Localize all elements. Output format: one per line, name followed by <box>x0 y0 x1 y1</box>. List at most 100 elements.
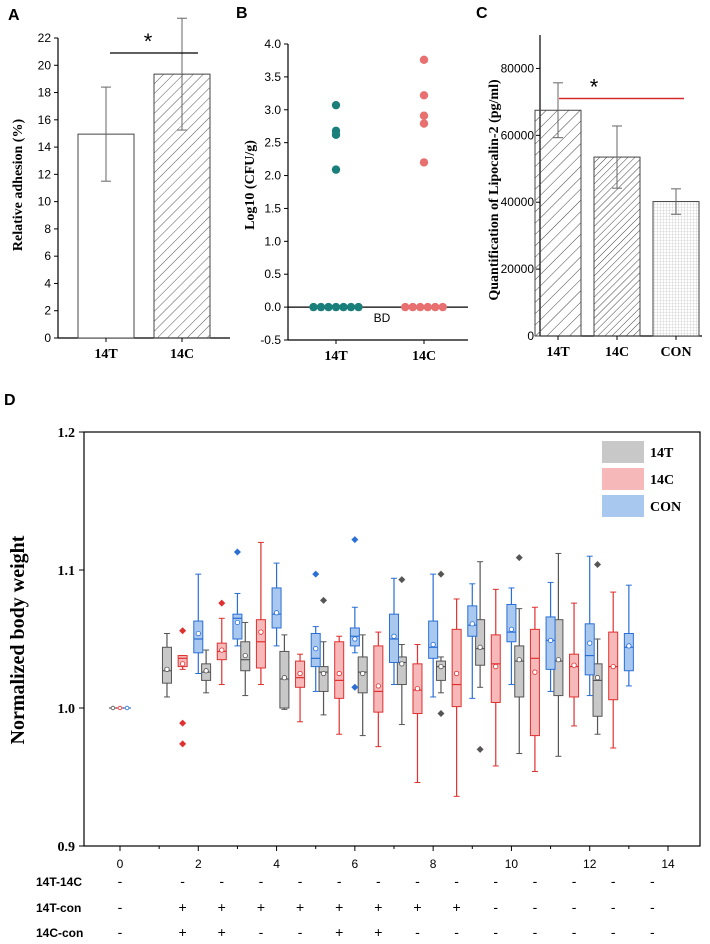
panel-b-point-bd <box>339 302 348 312</box>
panel-d-mean <box>454 670 460 677</box>
panel-b-chart: Log10 (CFU/g) BD -0.5 0.0 0.5 1.0 1.5 2.0 2.5 3… <box>243 37 468 364</box>
panel-d-table-cell: - <box>572 873 577 889</box>
panel-c-xtick-label: 14C <box>605 345 629 360</box>
panel-d-xtick-label: 14 <box>661 857 675 871</box>
panel-d-xtick-label: 0 <box>117 857 124 871</box>
panel-b-point-bd <box>423 302 432 312</box>
panel-d-legend-label: 14T <box>650 446 674 461</box>
panel-d-table-cell: - <box>454 924 459 940</box>
panel-d-mean <box>281 675 287 681</box>
panel-a-ytick-label: 20 <box>38 58 52 72</box>
panel-b-point <box>419 55 429 64</box>
panel-b-point-bd <box>331 302 341 312</box>
panel-d-mean <box>508 626 515 632</box>
panel-d-xtick-label: 4 <box>273 857 280 871</box>
panel-d-table-cell: - <box>493 873 498 889</box>
panel-d-ylabel: Normalized body weight <box>7 535 29 744</box>
panel-d-mean <box>273 610 280 616</box>
panel-b-point-bd <box>438 302 447 312</box>
panel-d-box <box>318 666 329 692</box>
panel-c-ytick-label: 20000 <box>501 262 535 276</box>
panel-b-point-bd <box>416 302 425 312</box>
panel-d-mean <box>164 666 170 672</box>
panel-d-xtick-label: 2 <box>195 857 202 871</box>
panel-d-outlier <box>312 570 320 578</box>
panel-b-point <box>419 91 429 100</box>
panel-a-ytick-label: 0 <box>44 331 51 345</box>
panel-d-table-cell: - <box>493 924 498 940</box>
panel-b-point-bd <box>431 302 440 312</box>
panel-d-mean <box>375 683 381 689</box>
panel-d-mean <box>438 663 444 670</box>
panel-b-point <box>331 100 341 110</box>
panel-d-chart: Normalized body weight 0.9 1.0 1.1 1.2 0 2 4 6 8… <box>7 426 701 940</box>
panel-d-mean <box>516 657 522 663</box>
panel-b-ytick-label: 1.0 <box>264 234 281 248</box>
panel-d-table-cell: + <box>374 899 382 915</box>
panel-d-table-rowlabel: 14C-con <box>36 926 83 940</box>
panel-d-table-cell: - <box>533 924 538 940</box>
panel-d-mean <box>391 633 397 639</box>
panel-d-box <box>161 646 172 684</box>
panel-d-outlier <box>218 599 226 607</box>
panel-c-ytick-label: 60000 <box>501 128 535 142</box>
panel-c-bar <box>652 201 700 337</box>
panel-d-mean <box>360 670 366 677</box>
panel-d-box <box>255 619 266 669</box>
panel-b-ytick-label: 1.5 <box>264 201 281 215</box>
panel-b-ytick-label: 4.0 <box>264 37 281 51</box>
panel-d-table-cell: - <box>259 873 264 889</box>
panel-d-box <box>373 645 384 713</box>
panel-b-point <box>419 111 429 120</box>
panel-d-mean <box>626 643 632 649</box>
panel-d-ytick-label: 1.2 <box>58 426 76 441</box>
panel-a-ytick-label: 22 <box>38 31 52 45</box>
panel-d-mean <box>313 646 319 652</box>
panel-b-point-bd <box>401 302 410 312</box>
panel-d-table-cell: - <box>611 899 616 915</box>
panel-c-ytick-label: 80000 <box>501 61 535 75</box>
panel-d-mean <box>469 621 475 627</box>
panel-d-xtick-label: 8 <box>430 857 437 871</box>
panel-d-box <box>584 623 595 676</box>
panel-b-point-bd <box>346 302 356 312</box>
panel-d-table-cell: - <box>493 899 498 915</box>
panel-c-bar <box>534 109 582 337</box>
panel-d-table-cell: - <box>259 924 264 940</box>
panel-d-mean <box>493 663 499 670</box>
panel-d-xtick-label: 10 <box>505 857 519 871</box>
panel-d-table-cell: - <box>118 924 123 940</box>
panel-d-legend-label: 14C <box>650 473 674 488</box>
panel-d-mean <box>297 670 303 677</box>
panel-d-table-cell: - <box>611 924 616 940</box>
panel-c-ytick-label: 40000 <box>501 195 535 209</box>
panel-c-bar <box>593 156 641 337</box>
panel-a-ytick-label: 12 <box>38 167 52 181</box>
panel-d-legend-swatch <box>602 495 644 517</box>
panel-c-xtick-label: 14T <box>546 345 570 360</box>
panel-d-table-cell: + <box>218 924 226 940</box>
panel-d-mean <box>320 670 327 677</box>
panel-d-table-cell: + <box>179 899 187 915</box>
panel-d-table-cell: - <box>572 924 577 940</box>
panel-d-box <box>177 655 188 668</box>
panel-letter-a: A <box>8 7 20 24</box>
panel-b-ytick-label: -0.5 <box>260 333 281 347</box>
panel-a-chart: Relative adhesion (%) 0 2 4 6 8 10 12 14 16 18 20 2… <box>11 17 230 362</box>
panel-d-ytick-label: 1.0 <box>58 702 76 717</box>
panel-b-point <box>419 158 429 167</box>
panel-a-ytick-label: 6 <box>44 249 51 263</box>
panel-d-box <box>396 656 407 686</box>
panel-d-mean <box>571 662 577 668</box>
panel-d-box <box>232 613 243 640</box>
panel-d-outlier <box>594 560 602 568</box>
panel-b-ylabel: Log10 (CFU/g) <box>243 140 258 230</box>
panel-d-mean <box>124 705 130 711</box>
panel-d-box <box>475 619 486 666</box>
panel-d-table-cell: - <box>180 873 185 889</box>
panel-d-outlier <box>437 570 445 578</box>
panel-d-table-cell: - <box>650 899 655 915</box>
panel-d-ytick-label: 1.1 <box>58 564 76 579</box>
panel-d-table-cell: + <box>453 899 461 915</box>
